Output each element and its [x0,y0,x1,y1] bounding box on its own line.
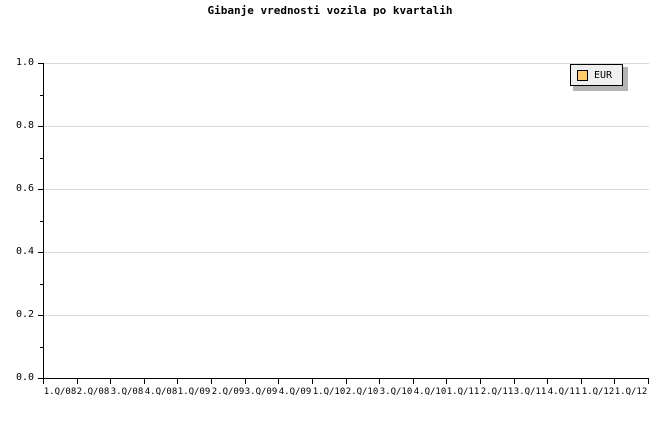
y-axis-tick-minor [40,284,44,285]
x-axis-label: 2.Q/10 [345,387,379,397]
y-axis-tick-minor [40,347,44,348]
y-axis-tick-major [38,126,44,127]
x-axis-tick [144,379,145,384]
x-axis-line [43,378,649,379]
x-axis-label: 3.Q/11 [513,387,547,397]
series-layer-eur [43,63,648,378]
x-axis-label: 4.Q/09 [278,387,312,397]
x-axis-tick [480,379,481,384]
x-axis-tick [614,379,615,384]
x-axis-tick [312,379,313,384]
x-axis-tick [77,379,78,384]
x-axis-tick [446,379,447,384]
x-axis-tick [211,379,212,384]
y-axis-tick-minor [40,221,44,222]
y-axis-label: 0.2 [15,309,34,320]
x-axis-label: 2.Q/11 [480,387,514,397]
x-axis-label: 1.Q/12 [581,387,615,397]
y-axis-label: 0.6 [15,183,34,194]
y-axis-tick-major [38,63,44,64]
y-axis-tick-major [38,315,44,316]
x-axis-tick [648,379,649,384]
x-axis-label: 3.Q/08 [110,387,144,397]
x-axis-tick [278,379,279,384]
x-axis-label: 1.Q/09 [177,387,211,397]
x-axis-label: 1.Q/12 [614,387,648,397]
y-axis-label: 0.8 [15,120,34,131]
x-axis-tick [346,379,347,384]
legend-swatch-icon [577,69,588,81]
y-axis-line [43,63,44,379]
y-axis-tick-minor [40,158,44,159]
x-axis-tick [379,379,380,384]
y-axis-label: 0.4 [15,246,34,257]
gridline [44,315,649,316]
x-axis-tick [110,379,111,384]
legend-label-eur: EUR [594,69,613,81]
x-axis-tick [43,379,44,384]
x-axis-label: 1.Q/10 [312,387,346,397]
y-axis-tick-major [38,378,44,379]
x-axis-label: 1.Q/08 [43,387,77,397]
x-axis-label: 4.Q/08 [144,387,178,397]
y-axis-label: 0.0 [15,372,34,383]
x-axis-tick [413,379,414,384]
plot-area [43,63,648,378]
y-axis-tick-major [38,189,44,190]
y-axis-tick-minor [40,95,44,96]
chart-title: Gibanje vrednosti vozila po kvartalih [207,4,453,17]
x-axis-label: 2.Q/08 [76,387,110,397]
gridline [44,252,649,253]
gridline [44,126,649,127]
x-axis-label: 1.Q/11 [446,387,480,397]
gridline [44,189,649,190]
gridline [44,63,649,64]
x-axis-tick [581,379,582,384]
y-axis-label: 1.0 [15,57,34,68]
x-axis-tick [177,379,178,384]
y-axis-tick-major [38,252,44,253]
x-axis-tick [514,379,515,384]
x-axis-label: 2.Q/09 [211,387,245,397]
x-axis-label: 3.Q/09 [244,387,278,397]
x-axis-label: 3.Q/10 [379,387,413,397]
x-axis-label: 4.Q/10 [413,387,447,397]
x-axis-tick [245,379,246,384]
legend-box[interactable]: EUR [570,64,623,86]
x-axis-tick [547,379,548,384]
x-axis-label: 4.Q/11 [547,387,581,397]
